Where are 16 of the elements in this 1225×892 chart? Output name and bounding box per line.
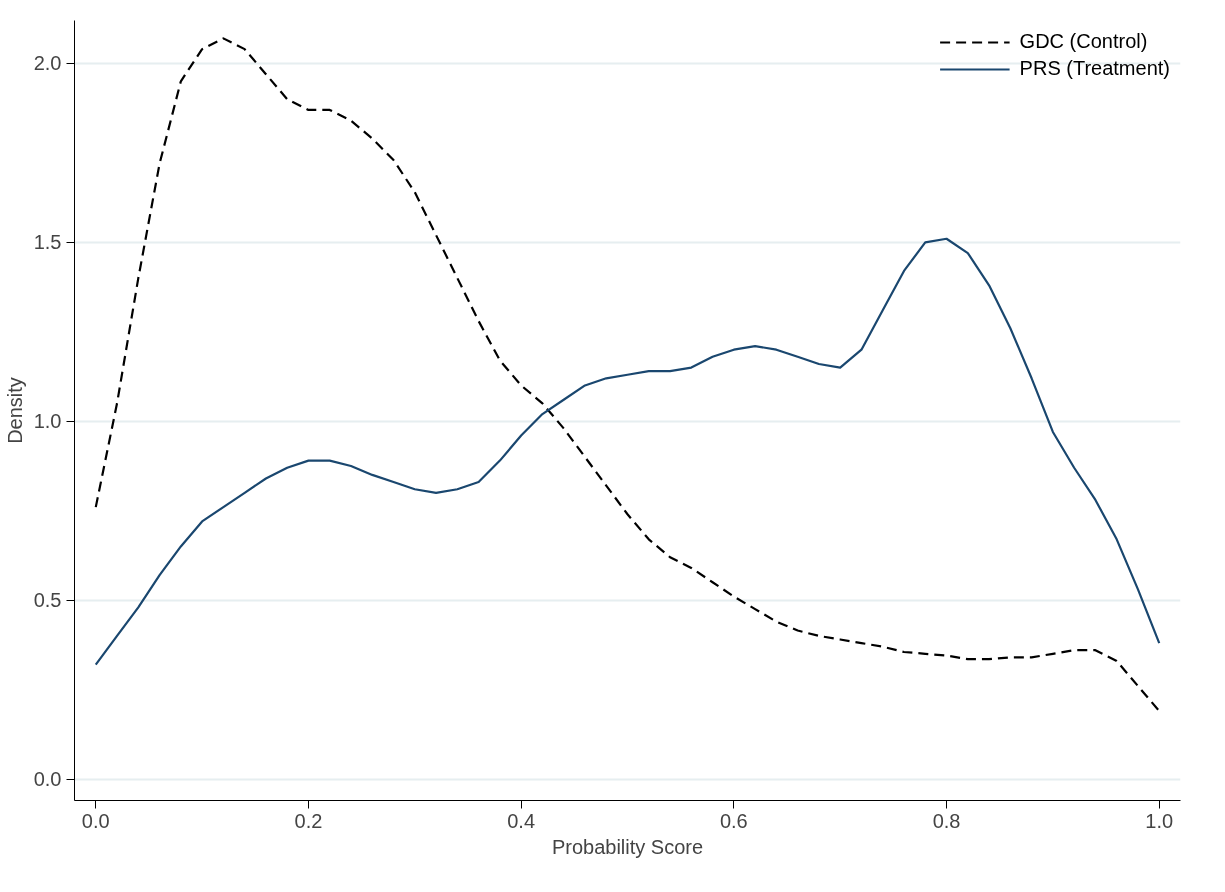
x-tick-label: 0.2	[294, 809, 323, 832]
x-tick-label: 0.0	[81, 809, 110, 832]
line-series	[94, 237, 1161, 666]
y-tick-label: 1.0	[33, 410, 62, 433]
y-tick-label: 2.0	[33, 52, 62, 75]
legend-label: PRS (Treatment)	[1019, 57, 1170, 80]
y-tick-label: 0.5	[33, 589, 62, 612]
x-tick-label: 1.0	[1145, 809, 1174, 832]
y-tick-label: 1.5	[33, 231, 62, 254]
x-tick-label: 0.6	[719, 809, 748, 832]
x-tick-label: 0.4	[507, 809, 536, 832]
x-tick-label: 0.8	[932, 809, 961, 832]
legend-label: GDC (Control)	[1019, 30, 1148, 53]
x-axis-title: Probability Score	[551, 835, 704, 858]
y-axis-title: Density	[3, 377, 26, 444]
y-tick-label: 0.0	[33, 768, 62, 791]
